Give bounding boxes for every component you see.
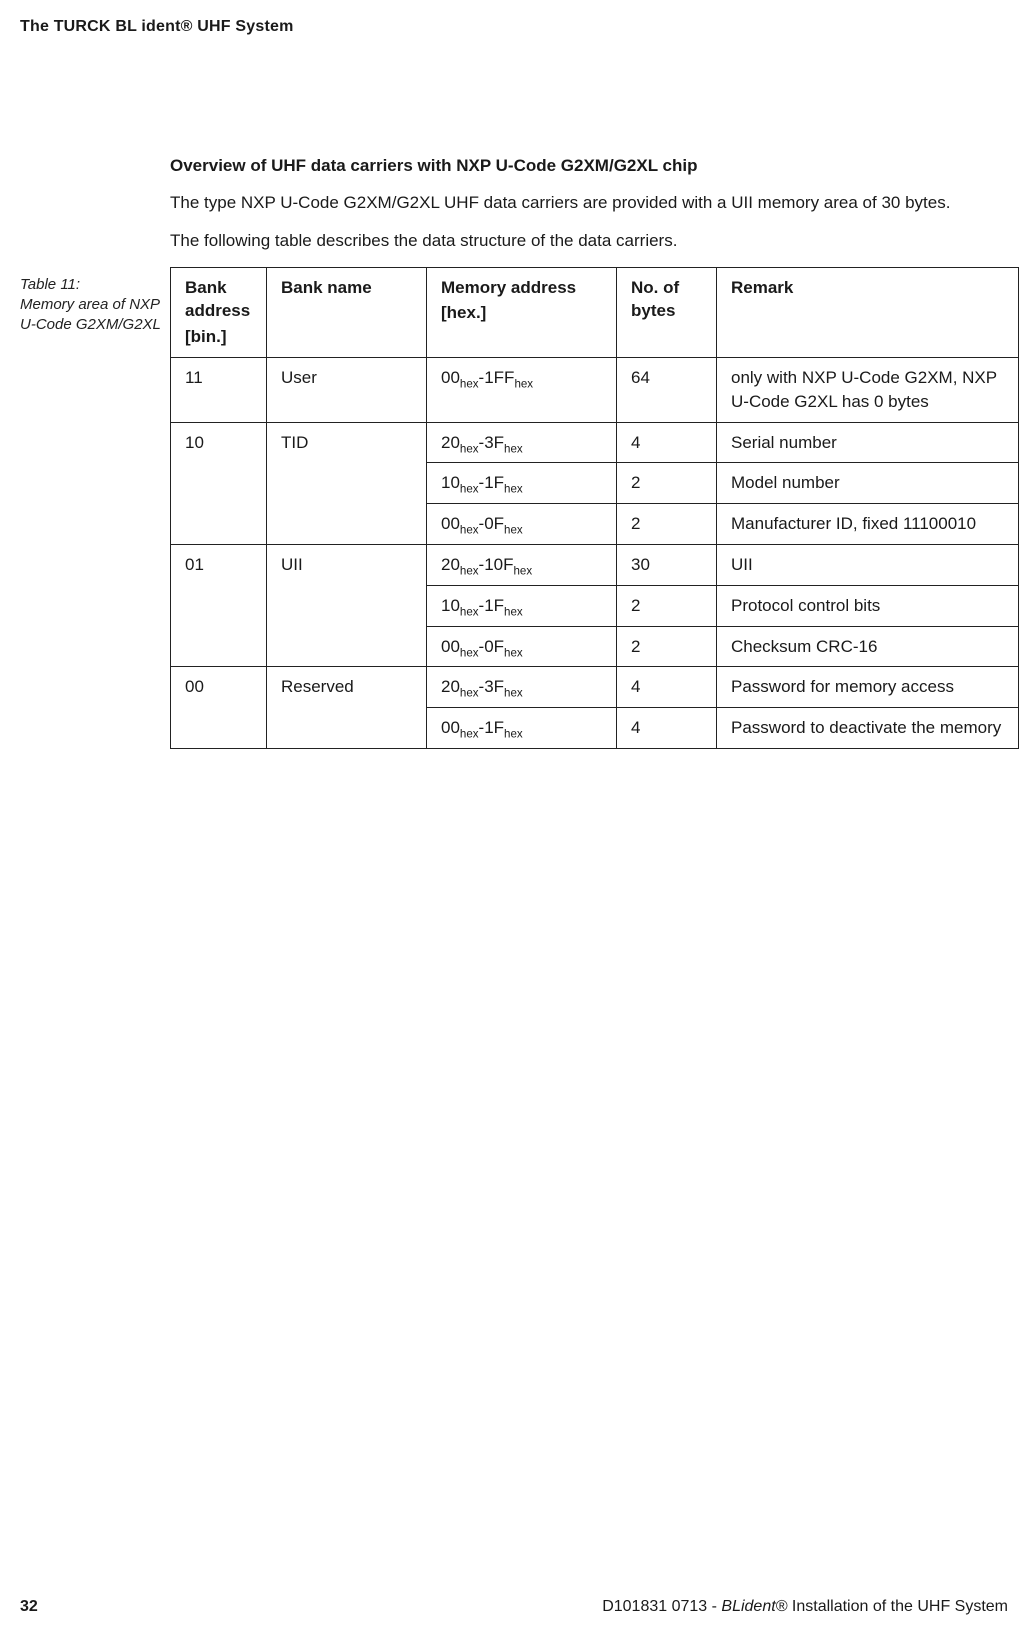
- cell-memory-address: 20hex-3Fhex: [427, 667, 617, 708]
- cell-bank-address: 00: [171, 667, 267, 749]
- cell-bytes: 4: [617, 422, 717, 463]
- cell-bytes: 2: [617, 463, 717, 504]
- cell-memory-address: 20hex-10Fhex: [427, 545, 617, 586]
- cell-bank-name: TID: [267, 422, 427, 544]
- cell-remark: Password to deactivate the memory: [717, 708, 1019, 749]
- cell-bank-address: 10: [171, 422, 267, 544]
- cell-remark: Checksum CRC-16: [717, 626, 1019, 667]
- header-subtext: [bin.]: [185, 325, 256, 349]
- table-row: 10TID20hex-3Fhex4Serial number: [171, 422, 1019, 463]
- cell-bytes: 2: [617, 626, 717, 667]
- cell-bank-address: 11: [171, 358, 267, 423]
- cell-bytes: 2: [617, 585, 717, 626]
- cell-memory-address: 10hex-1Fhex: [427, 585, 617, 626]
- doc-id-code: D101831 0713 -: [602, 1598, 721, 1615]
- cell-remark: Protocol control bits: [717, 585, 1019, 626]
- paragraph-1: The type NXP U-Code G2XM/G2XL UHF data c…: [170, 190, 998, 216]
- section-title: Overview of UHF data carriers with NXP U…: [170, 156, 998, 176]
- header-text: Bank address: [185, 278, 250, 321]
- cell-bank-name: UII: [267, 545, 427, 667]
- cell-memory-address: 00hex-1Fhex: [427, 708, 617, 749]
- page-number: 32: [20, 1598, 38, 1616]
- table-row: 11User00hex-1FFhex64only with NXP U-Code…: [171, 358, 1019, 423]
- cell-remark: Password for memory access: [717, 667, 1019, 708]
- cell-remark: UII: [717, 545, 1019, 586]
- caption-label: Table 11:: [20, 276, 80, 293]
- cell-bank-name: User: [267, 358, 427, 423]
- cell-memory-address: 00hex-0Fhex: [427, 504, 617, 545]
- doc-title-italic: BLident®: [721, 1598, 787, 1615]
- col-remark: Remark: [717, 267, 1019, 357]
- page-footer: 32 D101831 0713 - BLident® Installation …: [20, 1598, 1008, 1616]
- col-no-of-bytes: No. of bytes: [617, 267, 717, 357]
- cell-bank-name: Reserved: [267, 667, 427, 749]
- running-head: The TURCK BL ident® UHF System: [20, 18, 1008, 36]
- paragraph-2: The following table describes the data s…: [170, 228, 998, 254]
- table-row: 01UII20hex-10Fhex30UII: [171, 545, 1019, 586]
- cell-remark: Serial number: [717, 422, 1019, 463]
- cell-bytes: 30: [617, 545, 717, 586]
- header-subtext: [hex.]: [441, 301, 606, 325]
- table-row: 00Reserved20hex-3Fhex4Password for memor…: [171, 667, 1019, 708]
- doc-title-rest: Installation of the UHF System: [787, 1598, 1008, 1615]
- cell-bank-address: 01: [171, 545, 267, 667]
- col-bank-name: Bank name: [267, 267, 427, 357]
- cell-remark: Manufacturer ID, fixed 11100010: [717, 504, 1019, 545]
- memory-table: Bank address [bin.] Bank name Memory add…: [170, 267, 1019, 749]
- cell-remark: Model number: [717, 463, 1019, 504]
- cell-memory-address: 10hex-1Fhex: [427, 463, 617, 504]
- cell-memory-address: 20hex-3Fhex: [427, 422, 617, 463]
- header-text: Memory address: [441, 278, 576, 297]
- cell-bytes: 2: [617, 504, 717, 545]
- cell-bytes: 64: [617, 358, 717, 423]
- cell-bytes: 4: [617, 667, 717, 708]
- caption-text: Memory area of NXP U-Code G2XM/G2XL: [20, 296, 161, 333]
- cell-memory-address: 00hex-0Fhex: [427, 626, 617, 667]
- col-memory-address: Memory address [hex.]: [427, 267, 617, 357]
- col-bank-address: Bank address [bin.]: [171, 267, 267, 357]
- table-caption: Table 11: Memory area of NXP U-Code G2XM…: [20, 267, 170, 336]
- cell-remark: only with NXP U-Code G2XM, NXP U-Code G2…: [717, 358, 1019, 423]
- cell-bytes: 4: [617, 708, 717, 749]
- table-header-row: Bank address [bin.] Bank name Memory add…: [171, 267, 1019, 357]
- doc-id: D101831 0713 - BLident® Installation of …: [602, 1598, 1008, 1616]
- cell-memory-address: 00hex-1FFhex: [427, 358, 617, 423]
